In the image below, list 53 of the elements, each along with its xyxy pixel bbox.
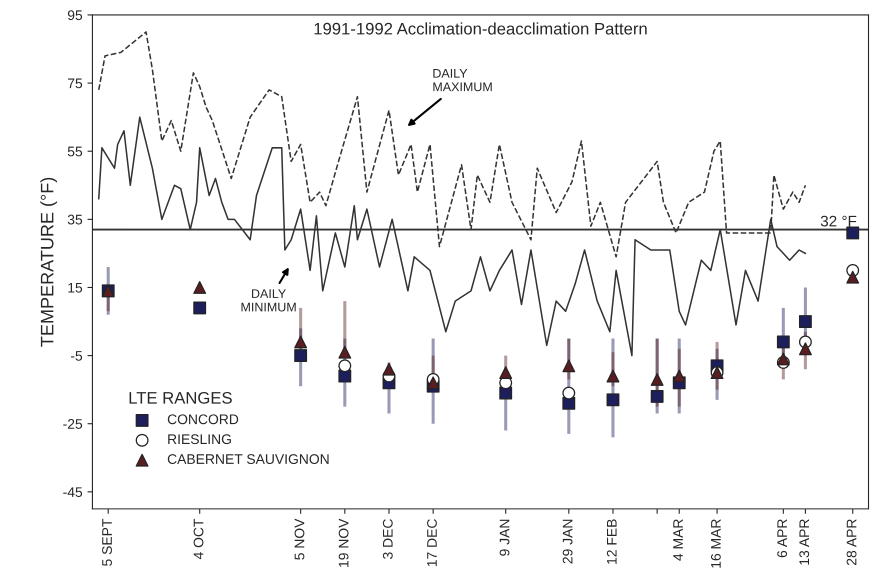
point xyxy=(294,349,308,362)
point xyxy=(338,346,352,359)
point xyxy=(650,390,664,403)
point xyxy=(650,372,664,386)
point xyxy=(606,370,620,382)
annotation: DAILY MINIMUM xyxy=(242,289,296,312)
point xyxy=(672,370,686,382)
legend-label: CONCORD xyxy=(168,414,238,424)
legend-title: LTE RANGES xyxy=(130,392,232,404)
point xyxy=(382,362,396,376)
point xyxy=(338,359,352,372)
point xyxy=(776,336,790,348)
x-tick-label: 28 APR xyxy=(846,519,856,565)
point xyxy=(606,393,620,406)
point xyxy=(798,315,812,328)
point xyxy=(562,359,576,372)
point xyxy=(294,336,308,348)
y-axis-title: TEMPERATURE (°F) xyxy=(40,178,58,347)
x-tick-label: 3 DEC xyxy=(382,519,393,559)
y-tick-label: -45 xyxy=(63,487,82,498)
x-tick-label: 12 FEB xyxy=(606,519,617,564)
y-tick-label: -5 xyxy=(70,351,82,361)
point xyxy=(562,386,576,400)
y-tick-label: -25 xyxy=(63,419,82,429)
x-tick-label: 19 NOV xyxy=(338,518,349,567)
y-tick-label: 15 xyxy=(68,282,82,293)
x-tick-label: 6 APR xyxy=(777,519,788,558)
y-tick-label: 55 xyxy=(68,146,82,156)
x-tick-label: 5 NOV xyxy=(294,518,304,560)
y-tick-label: 75 xyxy=(68,78,82,88)
x-tick-label: 5 SEPT xyxy=(102,518,112,566)
ref-line-label: 32 °F xyxy=(820,216,856,227)
point xyxy=(798,342,812,356)
x-tick-label: 29 JAN xyxy=(562,520,573,564)
x-tick-label: 4 OCT xyxy=(194,518,204,560)
chart-title: 1991-1992 Acclimation-deacclimation Pattern xyxy=(314,22,647,35)
point xyxy=(426,376,440,390)
x-tick-label: 16 MAR xyxy=(710,519,721,568)
point xyxy=(499,366,512,380)
x-tick-label: 9 JAN xyxy=(500,520,510,556)
legend-label: RIESLING xyxy=(168,434,231,444)
point xyxy=(193,281,206,294)
legend-label: CABERNET SAUVIGNON xyxy=(168,454,329,464)
point xyxy=(846,270,860,284)
point xyxy=(846,226,860,240)
point xyxy=(776,352,790,366)
y-tick-label: 95 xyxy=(68,10,82,20)
x-tick-label: 13 APR xyxy=(799,519,810,565)
point xyxy=(193,301,206,314)
x-tick-label: 4 MAR xyxy=(673,519,683,561)
x-tick-label: 17 DEC xyxy=(427,519,437,566)
annotation: DAILY MAXIMUM xyxy=(433,69,492,92)
y-tick-label: 35 xyxy=(68,214,82,224)
